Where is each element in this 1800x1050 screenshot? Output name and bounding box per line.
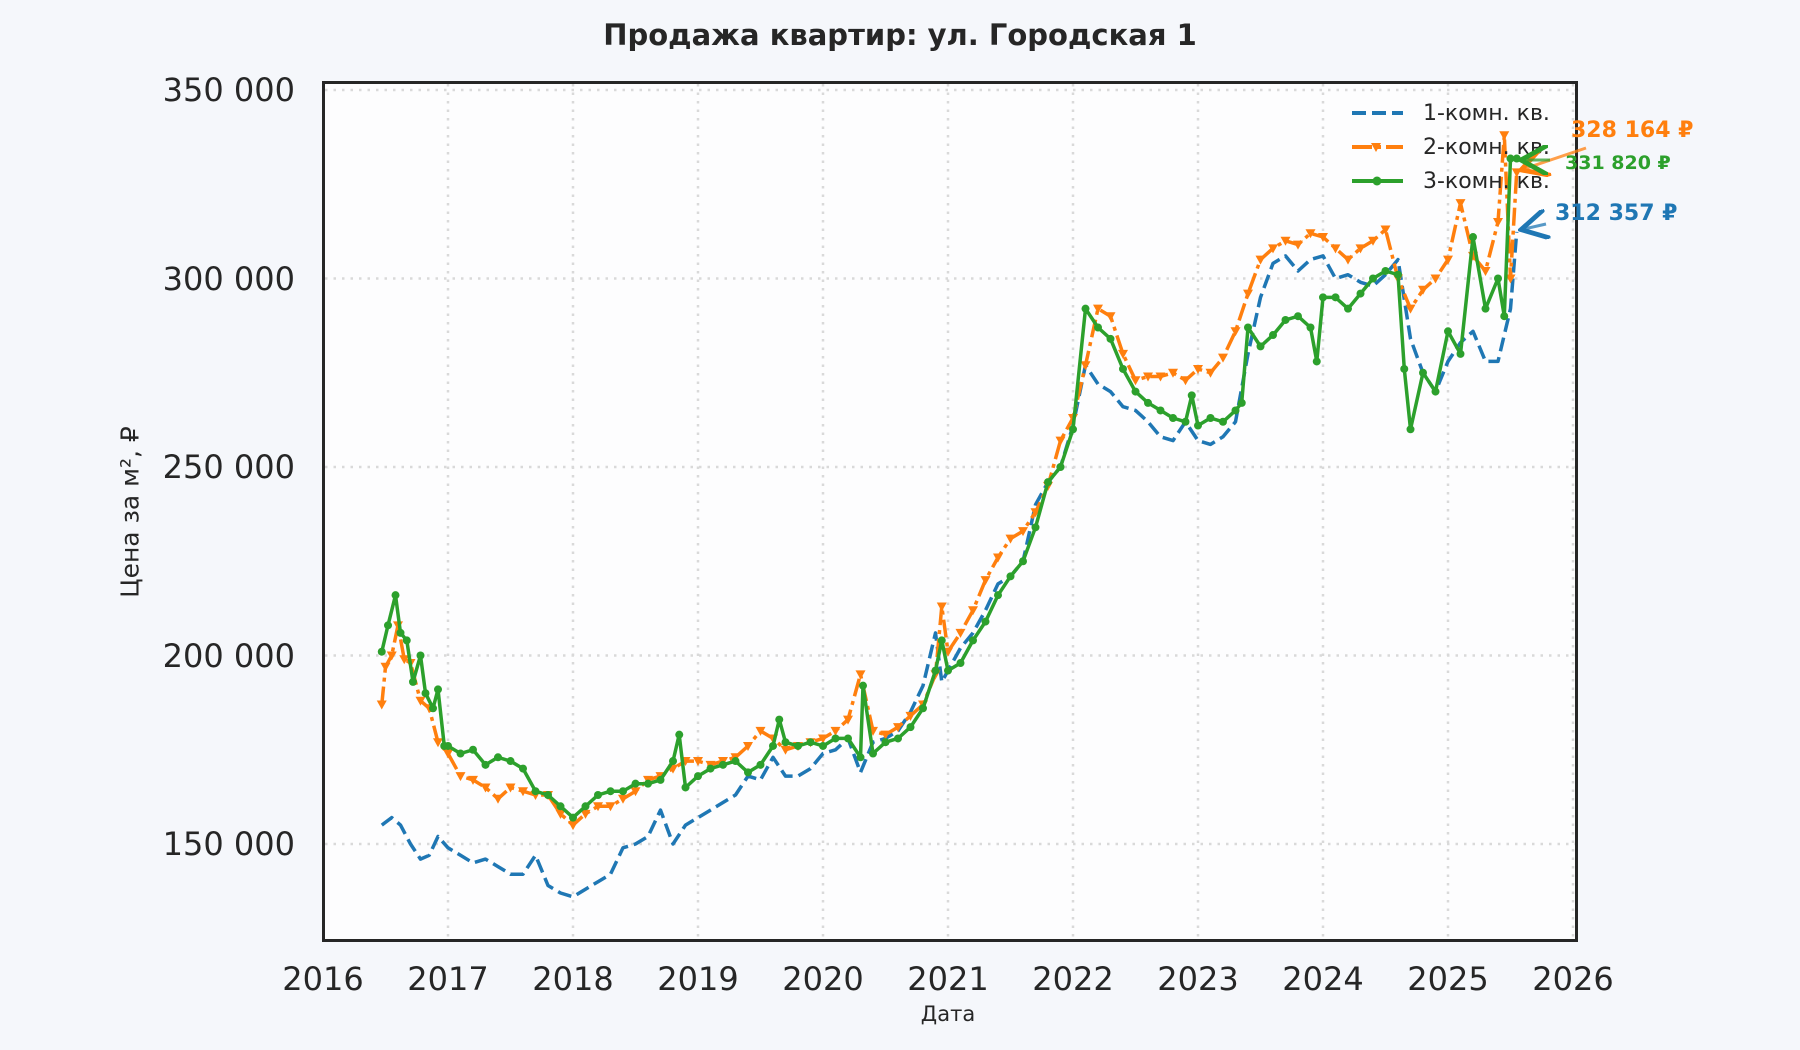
x-tick-label: 2019	[657, 960, 739, 998]
y-axis-label: Цена за м², ₽	[115, 426, 145, 598]
series-3room	[377, 154, 1521, 822]
x-tick-label: 2025	[1407, 960, 1489, 998]
annotation-2room-last-price: 328 164 ₽	[1571, 118, 1694, 143]
legend-item-3room: 3-комн. кв.	[1350, 164, 1550, 198]
plot-canvas	[325, 84, 1575, 939]
y-tick-label: 350 000	[162, 71, 295, 109]
legend-item-2room: 2-комн. кв.	[1350, 130, 1550, 164]
x-axis-label: Дата	[920, 1002, 976, 1026]
legend: 1-комн. кв. 2-комн. кв. 3-комн. кв.	[1350, 96, 1550, 198]
triangle-marker-line-icon	[1352, 143, 1403, 152]
x-tick-label: 2021	[907, 960, 989, 998]
legend-item-1room: 1-комн. кв.	[1350, 96, 1550, 130]
annotation-3room-last-price: 331 820 ₽	[1565, 152, 1671, 174]
y-tick-label: 250 000	[162, 448, 295, 486]
y-tick-label: 150 000	[162, 825, 295, 863]
legend-label: 2-комн. кв.	[1423, 134, 1550, 160]
x-tick-label: 2026	[1532, 960, 1614, 998]
legend-label: 3-комн. кв.	[1423, 168, 1550, 194]
y-tick-label: 300 000	[162, 259, 295, 298]
x-tick-label: 2023	[1157, 960, 1239, 998]
x-tick-label: 2017	[407, 960, 489, 998]
circle-marker-line-icon	[1352, 176, 1403, 186]
x-tick-label: 2022	[1032, 960, 1114, 998]
dashed-line-icon	[1352, 111, 1403, 115]
chart-title: Продажа квартир: ул. Городская 1	[603, 18, 1197, 52]
y-tick-label: 200 000	[162, 636, 295, 675]
series-2room	[376, 131, 1522, 831]
x-tick-label: 2020	[782, 960, 864, 998]
plot-area	[322, 81, 1578, 942]
x-tick-label: 2016	[282, 960, 364, 998]
legend-label: 1-комн. кв.	[1423, 100, 1550, 126]
annotation-1room-last-price: 312 357 ₽	[1555, 201, 1678, 226]
x-tick-label: 2024	[1282, 960, 1364, 998]
x-tick-label: 2018	[532, 960, 614, 998]
